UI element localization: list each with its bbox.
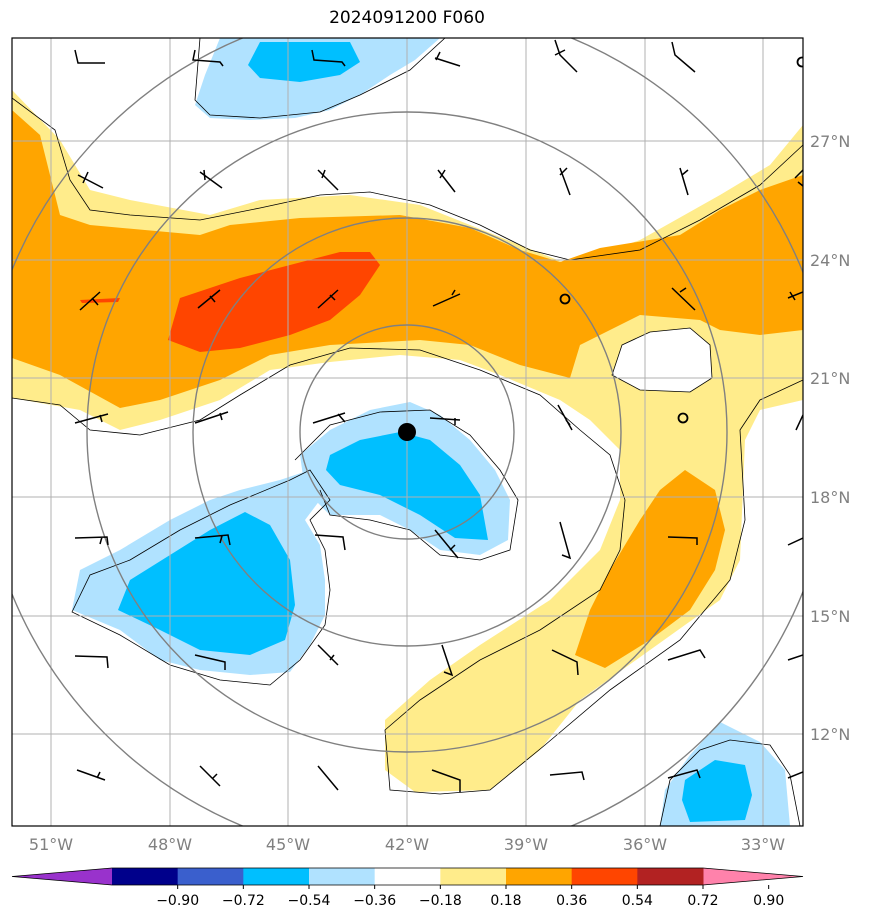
map-area bbox=[12, 38, 803, 826]
lat-label: 24°N bbox=[810, 251, 850, 270]
colorbar-tick-label: −0.72 bbox=[222, 893, 265, 909]
lon-label: 45°W bbox=[266, 835, 310, 854]
colorbar-tick-label: 0.54 bbox=[622, 893, 653, 909]
colorbar-segment bbox=[374, 868, 441, 885]
lat-label: 15°N bbox=[810, 607, 850, 626]
colorbar-segment bbox=[506, 868, 573, 885]
calm-wind-circles bbox=[559, 56, 803, 424]
positive-band-orange-south bbox=[575, 470, 725, 668]
colorbar-tick-label: 0.36 bbox=[556, 893, 587, 909]
lon-label: 48°W bbox=[148, 835, 192, 854]
colorbar-extend-min bbox=[12, 868, 112, 885]
colorbar-tick-label: −0.90 bbox=[156, 893, 199, 909]
gridlines bbox=[12, 38, 803, 826]
colorbar-tick-label: 0.18 bbox=[490, 893, 521, 909]
colorbar-segment bbox=[571, 868, 638, 885]
lon-label: 39°W bbox=[504, 835, 548, 854]
colorbar-tick-label: −0.36 bbox=[353, 893, 396, 909]
colorbar-outline bbox=[11, 867, 804, 886]
lat-label: 12°N bbox=[810, 725, 850, 744]
colorbar-segment bbox=[440, 868, 507, 885]
black-contours bbox=[12, 38, 803, 826]
colorbar-segment bbox=[637, 868, 704, 885]
colorbar-extend-max bbox=[703, 868, 803, 885]
latitude-labels: 27°N 24°N 21°N 18°N 15°N 12°N bbox=[810, 132, 850, 744]
range-rings bbox=[12, 38, 803, 826]
map-frame bbox=[11, 37, 804, 827]
storm-center-marker bbox=[398, 423, 416, 441]
positive-band-hole bbox=[612, 328, 712, 392]
colorbar-segment bbox=[177, 868, 244, 885]
colorbar-segment bbox=[309, 868, 376, 885]
colorbar-segment bbox=[112, 868, 179, 885]
colorbar-tick-label: 0.90 bbox=[753, 893, 784, 909]
lat-label: 21°N bbox=[810, 369, 850, 388]
lon-label: 42°W bbox=[385, 835, 429, 854]
lat-label: 18°N bbox=[810, 488, 850, 507]
lat-label: 27°N bbox=[810, 132, 850, 151]
colorbar-tick-label: −0.54 bbox=[288, 893, 331, 909]
negative-area-sw-blue bbox=[118, 512, 295, 655]
lon-label: 51°W bbox=[29, 835, 73, 854]
plot-title: 2024091200 F060 bbox=[329, 8, 485, 28]
colorbar: −0.90 −0.72 −0.54 −0.36 −0.18 0.18 0.36 0.54 0.7… bbox=[11, 867, 804, 909]
colorbar-segment bbox=[243, 868, 310, 885]
lon-label: 33°W bbox=[741, 835, 785, 854]
longitude-labels: 51°W 48°W 45°W 42°W 39°W 36°W 33°W bbox=[29, 835, 785, 854]
wind-barbs bbox=[74, 39, 803, 792]
colorbar-tick-label: −0.18 bbox=[419, 893, 462, 909]
colorbar-tick-label: 0.72 bbox=[687, 893, 718, 909]
lon-label: 36°W bbox=[623, 835, 667, 854]
negative-area-north-blue bbox=[248, 42, 360, 82]
